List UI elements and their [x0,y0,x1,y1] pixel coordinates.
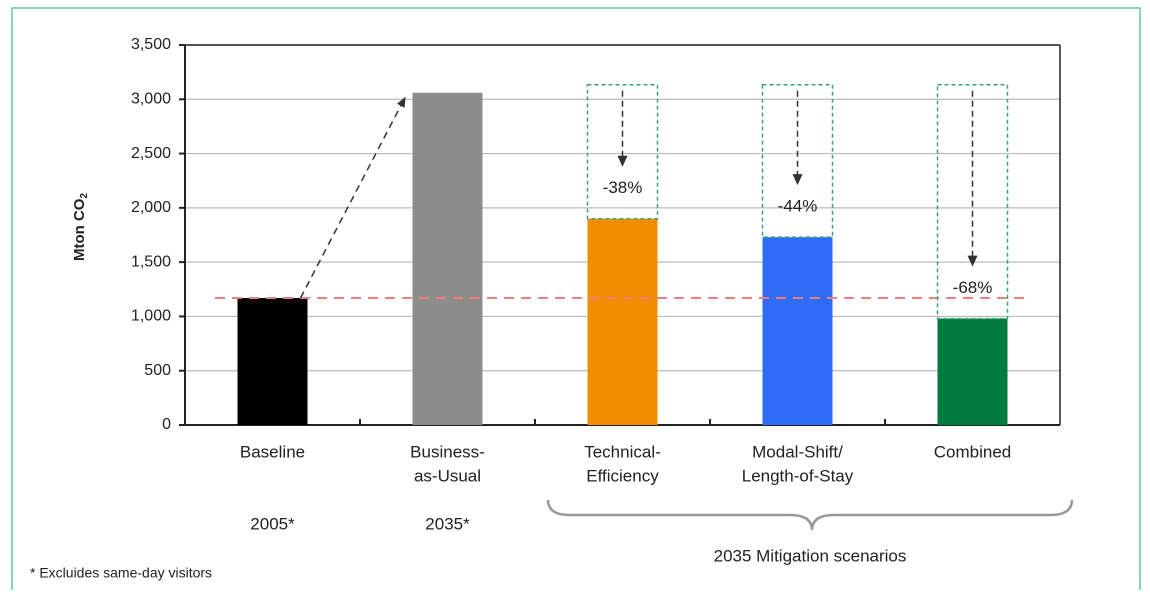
bar [762,237,833,425]
y-tick-label: 500 [144,362,171,379]
bar [587,218,658,425]
growth-arrow [299,96,407,299]
y-axis-label-sub: 2 [79,193,90,199]
year-label: 2035* [425,514,470,533]
reduction-box [586,84,659,220]
reduction-label: -44% [778,197,818,216]
x-tick-label: Combined [934,442,1012,461]
x-tick-label: Technical- [584,442,661,461]
y-axis-label-text: Mton CO [71,198,88,261]
growth-arrow-head [397,96,406,108]
x-tick-label: Length-of-Stay [742,466,854,485]
x-tick-label: Efficiency [586,466,659,485]
footnote: * Excluides same-day visitors [30,565,212,581]
bar [412,92,483,426]
reduction-label: -68% [953,278,993,297]
y-tick-label: 3,000 [131,91,171,108]
x-tick-label: as-Usual [414,466,481,485]
bar [937,318,1008,425]
frame [11,7,1141,590]
year-label: 2005* [250,514,295,533]
reduction-box [761,84,834,238]
y-tick-label: 1,000 [131,308,171,325]
x-tick-label: Business- [410,442,485,461]
reduction-arrow-head [617,155,628,167]
reduction-arrow-head [792,174,803,186]
reduction-label: -38% [603,178,643,197]
y-tick-label: 3,500 [131,36,171,53]
y-tick-label: 1,500 [131,253,171,270]
x-tick-label: Baseline [240,442,305,461]
y-tick-label: 0 [162,416,171,433]
reduction-arrow-head [967,255,978,267]
y-tick-label: 2,000 [131,199,171,216]
y-axis-label: Mton CO2 [71,193,90,261]
bar [237,297,308,425]
bracket-label: 2035 Mitigation scenarios [714,546,907,565]
y-tick-label: 2,500 [131,145,171,162]
x-tick-label: Modal-Shift/ [752,442,843,461]
bracket [546,499,1074,531]
reduction-box [936,84,1009,320]
